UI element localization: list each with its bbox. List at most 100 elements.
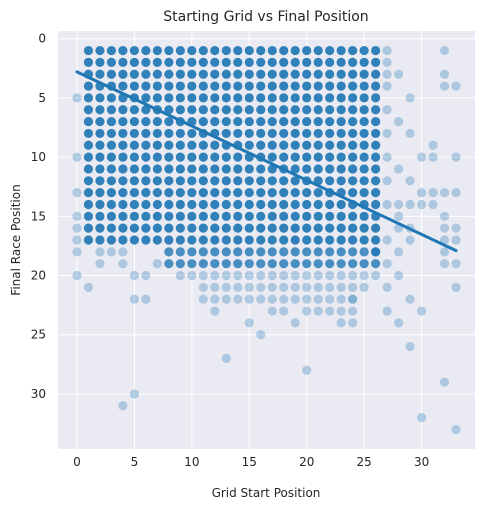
data-point (348, 282, 358, 292)
data-point (256, 105, 266, 115)
data-point (302, 306, 312, 316)
x-tick-label: 10 (184, 455, 199, 469)
data-point (336, 235, 346, 245)
data-point (83, 57, 94, 67)
data-point (348, 57, 358, 67)
data-point (118, 247, 128, 257)
data-point (221, 93, 231, 103)
data-point (256, 116, 266, 127)
data-point (210, 140, 220, 150)
data-point (371, 140, 381, 150)
data-point (302, 223, 312, 233)
data-point (359, 247, 369, 257)
data-point (256, 199, 266, 210)
data-point (405, 341, 415, 352)
data-point (233, 294, 243, 304)
data-point (313, 93, 323, 103)
data-point (175, 247, 185, 257)
data-point (382, 45, 392, 56)
data-point (141, 176, 151, 186)
data-point (233, 282, 243, 292)
data-point (198, 223, 208, 233)
data-point (371, 105, 381, 115)
data-point (267, 176, 277, 186)
data-point (233, 93, 243, 103)
data-point (164, 116, 174, 127)
data-point (187, 164, 197, 174)
data-point (118, 176, 128, 186)
data-point (279, 116, 289, 127)
data-point (198, 164, 208, 174)
data-point (325, 140, 335, 150)
data-point (233, 45, 243, 56)
data-point (118, 199, 128, 210)
data-point (359, 45, 369, 56)
data-point (175, 128, 185, 139)
data-point (152, 164, 162, 174)
data-point (187, 199, 197, 210)
data-point (129, 199, 139, 210)
data-point (175, 69, 185, 79)
data-point (279, 45, 289, 56)
data-point (302, 105, 312, 115)
data-point (187, 69, 197, 79)
data-point (313, 247, 323, 257)
data-point (72, 270, 82, 281)
data-point (394, 116, 404, 127)
data-point (348, 81, 358, 91)
data-point (405, 128, 415, 139)
data-point (106, 235, 117, 245)
data-point (267, 57, 277, 67)
data-point (221, 282, 231, 292)
data-point (175, 188, 185, 198)
data-point (325, 69, 335, 79)
chart-title: Starting Grid vs Final Position (163, 9, 368, 25)
data-point (394, 247, 404, 257)
data-point (256, 164, 266, 174)
data-point (451, 188, 461, 198)
data-point (187, 176, 197, 186)
data-point (221, 199, 231, 210)
data-point (279, 105, 289, 115)
data-point (152, 223, 162, 233)
data-point (382, 57, 392, 67)
data-point (325, 270, 335, 281)
data-point (256, 211, 266, 221)
data-point (106, 128, 117, 139)
data-point (210, 69, 220, 79)
data-point (187, 188, 197, 198)
data-point (336, 164, 346, 174)
data-point (187, 259, 197, 269)
data-point (302, 45, 312, 56)
data-point (210, 81, 220, 91)
data-point (141, 81, 151, 91)
data-point (325, 116, 335, 127)
data-point (244, 164, 254, 174)
data-point (106, 247, 117, 257)
data-point (313, 199, 323, 210)
data-point (118, 116, 128, 127)
data-point (187, 93, 197, 103)
data-point (267, 188, 277, 198)
data-point (118, 81, 128, 91)
data-point (118, 45, 128, 56)
data-point (221, 164, 231, 174)
data-point (336, 81, 346, 91)
data-point (371, 81, 381, 91)
data-point (175, 164, 185, 174)
data-point (371, 116, 381, 127)
data-point (118, 57, 128, 67)
data-point (279, 294, 289, 304)
data-point (256, 69, 266, 79)
data-point (394, 199, 404, 210)
data-point (290, 318, 300, 328)
data-point (72, 247, 82, 257)
data-point (106, 116, 117, 127)
data-point (256, 81, 266, 91)
data-point (233, 69, 243, 79)
data-point (152, 93, 162, 103)
data-point (279, 152, 289, 162)
data-point (382, 69, 392, 79)
data-point (164, 235, 174, 245)
data-point (256, 140, 266, 150)
